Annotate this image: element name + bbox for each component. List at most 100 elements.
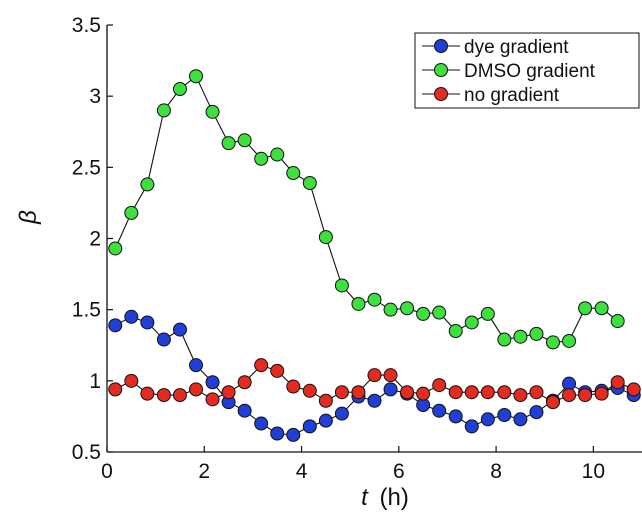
data-point (286, 427, 301, 442)
data-point (334, 385, 349, 400)
series-layer (108, 69, 641, 442)
x-tick-label: 8 (490, 460, 502, 483)
data-point (480, 412, 495, 427)
data-point (610, 314, 625, 329)
y-tick-label: 3.5 (72, 14, 101, 37)
data-point (529, 385, 544, 400)
legend-marker (434, 87, 448, 101)
data-point (172, 82, 187, 97)
data-point (480, 385, 495, 400)
series-dmso-gradient (108, 69, 625, 350)
data-point (367, 393, 382, 408)
data-point (464, 419, 479, 434)
data-point (400, 385, 415, 400)
data-point (302, 383, 317, 398)
data-point (464, 315, 479, 330)
data-point (205, 392, 220, 407)
data-point (545, 335, 560, 350)
data-point (237, 375, 252, 390)
y-tick-label: 3 (89, 85, 101, 108)
data-point (626, 382, 641, 397)
data-point (480, 306, 495, 321)
y-tick-label: 2.5 (72, 156, 101, 179)
data-point (254, 416, 269, 431)
x-tick-label: 10 (582, 460, 605, 483)
data-point (334, 406, 349, 421)
data-point (254, 358, 269, 373)
data-point (108, 241, 123, 256)
y-tick-label: 0.5 (72, 441, 101, 464)
legend-label: no gradient (464, 85, 560, 106)
data-point (156, 332, 171, 347)
data-point (172, 322, 187, 337)
data-point (383, 368, 398, 383)
data-point (513, 329, 528, 344)
data-point (432, 378, 447, 393)
y-tick-label: 1.5 (72, 299, 101, 322)
x-axis-variable: t (361, 484, 369, 511)
data-point (334, 278, 349, 293)
data-point (545, 395, 560, 410)
data-point (367, 292, 382, 307)
data-point (270, 363, 285, 378)
data-point (448, 409, 463, 424)
data-point (416, 386, 431, 401)
data-point (172, 388, 187, 403)
data-point (529, 326, 544, 341)
data-point (205, 375, 220, 390)
y-axis-title: β (15, 210, 42, 225)
series-no-gradient (108, 358, 641, 410)
legend-marker (434, 39, 448, 53)
data-point (286, 166, 301, 181)
data-point (221, 136, 236, 151)
data-point (140, 315, 155, 330)
data-point (124, 309, 139, 324)
data-point (513, 388, 528, 403)
data-point (351, 385, 366, 400)
data-point (318, 230, 333, 245)
data-point (189, 382, 204, 397)
data-point (562, 388, 577, 403)
data-point (562, 333, 577, 348)
data-point (529, 405, 544, 420)
data-point (594, 386, 609, 401)
series-line (114, 75, 619, 343)
legend: dye gradient DMSO gradient no gradient (414, 32, 640, 109)
x-tick-label: 4 (296, 460, 308, 483)
data-point (448, 324, 463, 339)
x-axis-unit: (h) (380, 484, 409, 511)
data-point (189, 69, 204, 84)
data-point (351, 296, 366, 311)
data-point (594, 301, 609, 316)
legend-marker (434, 63, 448, 77)
legend-label: DMSO gradient (464, 61, 596, 82)
plot-area: 0 2 4 6 8 10 0.5 1 1.5 2 2.5 3 3.5 (72, 14, 642, 483)
data-point (497, 407, 512, 422)
data-point (108, 318, 123, 333)
data-point (254, 151, 269, 166)
data-point (578, 301, 593, 316)
data-point (578, 388, 593, 403)
data-point (464, 385, 479, 400)
data-point (318, 393, 333, 408)
data-point (302, 175, 317, 190)
data-point (237, 403, 252, 418)
legend-items: dye gradient DMSO gradient no gradient (422, 37, 596, 106)
data-point (383, 382, 398, 397)
data-point (302, 419, 317, 434)
data-point (156, 103, 171, 118)
data-point (124, 373, 139, 388)
x-tick-label: 2 (198, 460, 210, 483)
data-point (108, 382, 123, 397)
data-point (513, 412, 528, 427)
data-point (416, 306, 431, 321)
data-point (286, 379, 301, 394)
data-point (189, 358, 204, 373)
data-point (497, 385, 512, 400)
x-axis-title: t (h) (361, 484, 409, 511)
data-point (270, 147, 285, 162)
y-tick-label: 2 (89, 228, 101, 251)
data-point (318, 413, 333, 428)
data-point (367, 368, 382, 383)
